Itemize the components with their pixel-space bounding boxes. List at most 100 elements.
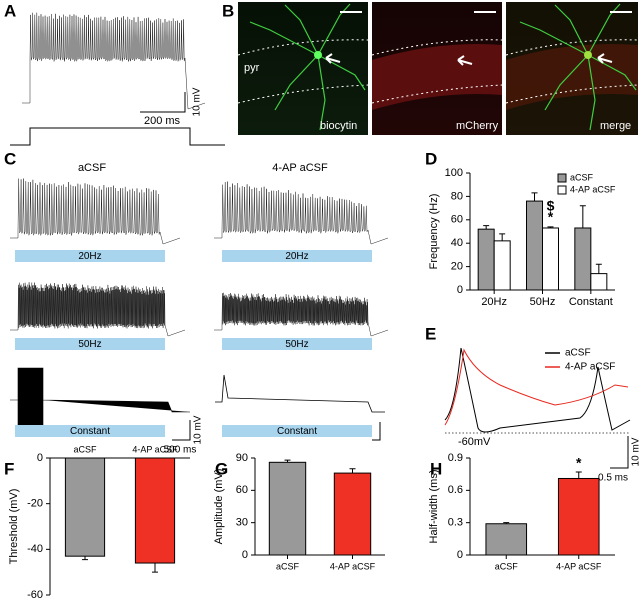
legend-swatch xyxy=(557,185,567,195)
baseline-label: -60mV xyxy=(458,436,491,448)
stimulus-label: Constant xyxy=(277,426,317,437)
panel-label: C xyxy=(4,149,16,168)
stimulus-label: Constant xyxy=(70,426,110,437)
y-tick-label: 0.9 xyxy=(448,452,463,464)
error-bar xyxy=(82,556,88,561)
step-protocol xyxy=(10,127,225,146)
soma xyxy=(314,51,322,59)
stimulus-label: 20Hz xyxy=(285,251,308,262)
image-label: merge xyxy=(600,120,631,132)
stimulus-bar xyxy=(222,425,372,437)
y-tick-label: 60 xyxy=(236,484,248,496)
scale-y-label: 10 mV xyxy=(631,437,640,466)
legend-label: 4-AP aCSF xyxy=(570,184,616,194)
bar xyxy=(64,457,106,557)
stimulus-bar xyxy=(222,250,372,262)
x-tick-label: 4-AP aCSF xyxy=(132,444,178,454)
panel-label: A xyxy=(4,1,16,20)
y-tick-label: 0 xyxy=(37,452,43,464)
x-tick-label: 4-AP aCSF xyxy=(330,561,376,571)
panel-label: H xyxy=(430,459,442,478)
stimulus-label: 50Hz xyxy=(78,339,101,350)
bar xyxy=(493,240,511,291)
image-label: mCherry xyxy=(456,120,499,132)
error-bar xyxy=(349,468,356,474)
scale-bar xyxy=(172,420,191,441)
image-biocytin xyxy=(238,2,368,135)
legend-label: aCSF xyxy=(570,172,594,182)
trace-a xyxy=(22,12,206,110)
image-panels: pyr biocytin mCherry merge xyxy=(237,2,639,135)
y-tick-label: 20 xyxy=(451,261,463,273)
bar xyxy=(590,273,608,291)
scale-y-label: 10 mV xyxy=(192,87,203,116)
y-tick-label: 90 xyxy=(236,452,248,464)
trace-c xyxy=(215,374,385,413)
scale-bar xyxy=(372,422,381,441)
scale-bar xyxy=(140,92,186,113)
arrows xyxy=(325,53,613,66)
cell-layer xyxy=(372,44,502,110)
y-tick-label: -40 xyxy=(27,543,43,555)
trace-acsf xyxy=(444,347,631,433)
error-bar xyxy=(503,522,510,524)
y-tick-label: 0 xyxy=(457,284,463,296)
bar xyxy=(268,461,307,556)
error-bar xyxy=(547,226,554,228)
stimulus-bar xyxy=(15,250,165,262)
y-tick-label: 60 xyxy=(451,214,463,226)
error-bar xyxy=(595,263,602,274)
bar xyxy=(134,457,176,564)
scale-x-label: 0.5 ms xyxy=(598,473,628,484)
panel-label: E xyxy=(425,324,436,343)
x-tick-label: aCSF xyxy=(73,444,97,454)
y-tick-label: 80 xyxy=(451,190,463,202)
error-bar xyxy=(483,225,490,230)
legend-swatch xyxy=(557,173,567,183)
panel-label: F xyxy=(4,459,14,478)
legend-label: 4-AP aCSF xyxy=(565,362,615,373)
y-tick-label: 0 xyxy=(242,549,248,561)
condition-label: aCSF xyxy=(78,162,106,174)
trace-4ap xyxy=(444,348,629,426)
bar xyxy=(542,227,559,291)
error-bar xyxy=(575,471,582,479)
error-bar xyxy=(499,233,506,241)
x-tick-label: aCSF xyxy=(495,561,519,571)
image-label: biocytin xyxy=(320,120,357,132)
scale-y-label: 10 mV xyxy=(193,415,204,444)
panel-label: D xyxy=(425,149,437,168)
stimulus-bar xyxy=(222,338,372,350)
bar xyxy=(333,472,372,556)
x-tick-label: 20Hz xyxy=(481,296,507,308)
y-tick-label: 100 xyxy=(445,167,463,179)
x-tick-label: aCSF xyxy=(276,561,300,571)
condition-label: 4-AP aCSF xyxy=(272,162,328,174)
trace-c xyxy=(10,367,190,433)
region-label: pyr xyxy=(244,62,260,74)
legend-label: aCSF xyxy=(565,348,591,359)
bar xyxy=(477,228,495,291)
bar xyxy=(485,523,528,556)
error-bar xyxy=(284,459,291,463)
annotation: * xyxy=(548,209,554,225)
trace-c xyxy=(214,292,389,337)
annotation: * xyxy=(576,455,582,471)
stimulus-bar xyxy=(15,425,165,437)
scale-x-label: 500 ms xyxy=(164,445,197,456)
error-bar xyxy=(579,205,586,228)
trace-c xyxy=(10,178,181,245)
y-tick-label: 0.6 xyxy=(448,484,463,496)
y-tick-label: -20 xyxy=(27,498,43,510)
y-axis-label: Threshold (mV) xyxy=(8,489,20,565)
bar xyxy=(526,200,543,291)
stimulus-bar xyxy=(15,338,165,350)
panel-label: B xyxy=(222,1,234,20)
neuron xyxy=(249,3,637,131)
y-tick-label: 40 xyxy=(451,237,463,249)
scale-x-label: 200 ms xyxy=(144,115,181,127)
bar xyxy=(557,477,600,556)
x-tick-label: Constant xyxy=(569,296,613,308)
